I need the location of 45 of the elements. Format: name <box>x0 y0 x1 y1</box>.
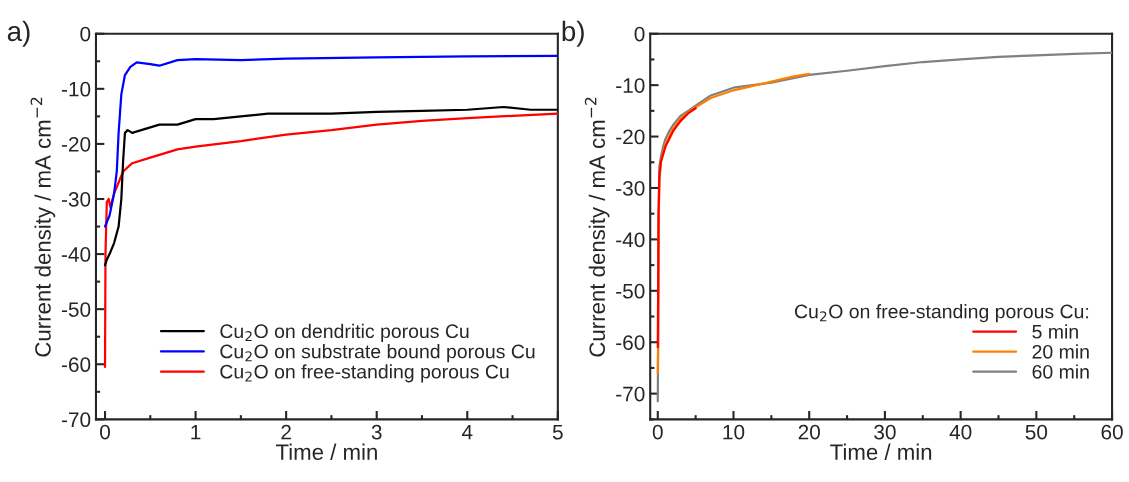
line-series <box>103 105 558 267</box>
chart-title: b) <box>562 20 584 47</box>
y-tick-label: -20 <box>616 129 645 145</box>
legend-label: 60 min <box>1032 364 1089 379</box>
x-tick-label: 10 <box>723 424 745 440</box>
line-series <box>656 107 697 349</box>
x-tick-label: 50 <box>1025 424 1048 440</box>
y-tick-label: 0 <box>80 26 91 42</box>
y-tick-label: -60 <box>616 335 645 350</box>
y-tick-label: -30 <box>616 180 645 196</box>
x-tick-label: 20 <box>798 424 820 440</box>
legend-label: Cu$_{2}$O on substrate bound porous Cu <box>220 344 535 363</box>
legend-label: Cu$_{2}$O on free-standing porous Cu <box>220 364 509 383</box>
y-tick-label: -40 <box>61 247 91 262</box>
y-tick-label: -40 <box>616 232 645 248</box>
legend-title: Cu$_{2}$O on free-standing porous Cu: <box>794 304 1089 323</box>
x-tick-label: 2 <box>281 424 291 440</box>
y-axis-title: Current density / mA cm$^{−2}$ <box>30 97 56 357</box>
x-tick-label: 4 <box>461 424 473 440</box>
x-tick-label: 60 <box>1101 424 1123 440</box>
x-tick-label: 30 <box>874 424 896 440</box>
y-tick-label: 0 <box>634 26 645 42</box>
line-series <box>103 54 558 228</box>
chart-title: a) <box>7 20 30 47</box>
legend-label: 20 min <box>1032 344 1089 359</box>
x-tick-label: 0 <box>100 424 110 440</box>
y-tick-label: -50 <box>61 302 91 317</box>
x-axis-title: Time / min <box>830 443 932 460</box>
y-axis-title: Current density / mA cm$^{−2}$ <box>584 97 610 357</box>
y-tick-label: -10 <box>616 78 645 93</box>
legend-label: Cu$_{2}$O on dendritic porous Cu <box>220 323 469 342</box>
x-tick-label: 0 <box>652 424 663 440</box>
y-tick-label: -70 <box>616 386 645 402</box>
y-tick-label: -10 <box>61 81 91 97</box>
legend-label: 5 min <box>1032 324 1078 339</box>
x-tick-label: 1 <box>191 424 201 440</box>
y-tick-label: -50 <box>616 283 645 299</box>
x-tick-label: 40 <box>949 424 972 440</box>
y-tick-label: -70 <box>61 412 91 428</box>
y-tick-label: -30 <box>61 192 91 207</box>
y-tick-label: -20 <box>61 136 91 152</box>
x-axis-title: Time / min <box>275 443 377 460</box>
x-tick-label: 5 <box>552 424 563 440</box>
y-tick-label: -60 <box>61 357 91 373</box>
x-tick-label: 3 <box>371 424 382 440</box>
